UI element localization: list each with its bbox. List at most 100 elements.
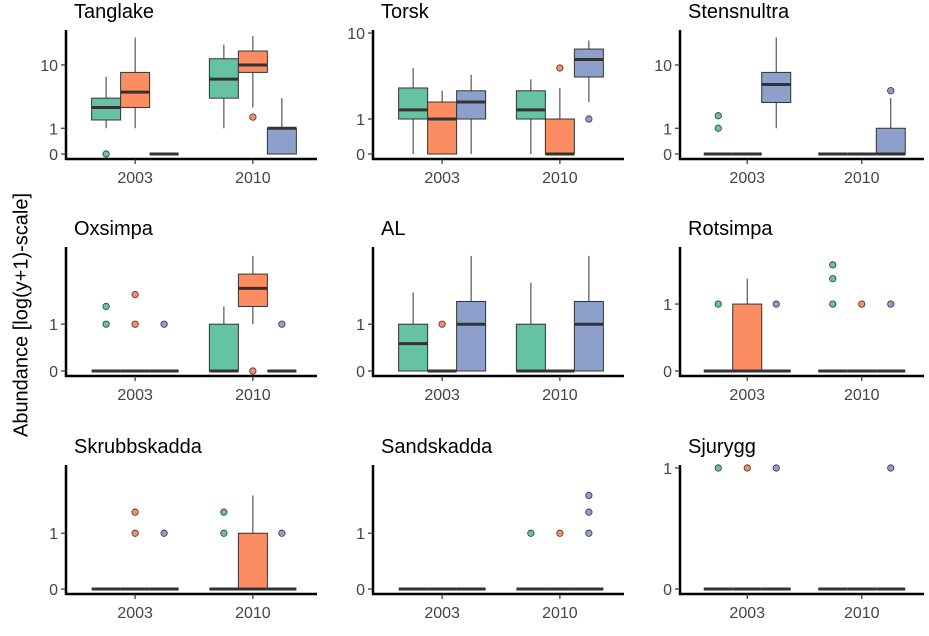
box-2010-group3: [266, 98, 297, 155]
outlier-point: [278, 529, 286, 537]
y-tick-label: 10: [347, 26, 365, 43]
outlier-point: [714, 124, 722, 132]
outlier-point: [714, 112, 722, 120]
outlier-point: [249, 113, 257, 121]
outlier-point: [220, 508, 228, 516]
outlier-point: [772, 464, 780, 472]
box-2010-group2: [237, 35, 268, 121]
panel-title: Sjurygg: [688, 436, 756, 458]
y-tick-label: 0: [356, 147, 365, 164]
outlier-point: [887, 300, 895, 308]
outlier-point: [829, 261, 837, 269]
iqr-box: [732, 303, 763, 372]
x-tick-label: 2010: [542, 605, 578, 622]
box-2010-group2: [544, 64, 575, 156]
outlier-point: [131, 508, 139, 516]
outlier-point: [249, 367, 257, 375]
x-tick-label: 2010: [844, 605, 880, 622]
x-tick-label: 2003: [424, 170, 460, 187]
panel-title: Sandskadda: [381, 436, 493, 458]
outlier-point: [220, 529, 228, 537]
outlier-point: [887, 87, 895, 95]
box-2003-group1: [398, 292, 429, 372]
x-tick-label: 2010: [235, 605, 271, 622]
iqr-box: [208, 323, 239, 372]
y-tick-label: 10: [40, 58, 58, 75]
y-tick-label: 1: [49, 121, 58, 138]
box-2010-group1: [208, 306, 239, 373]
outlier-point: [102, 302, 110, 311]
y-tick-label: 1: [356, 317, 365, 334]
y-tick-label: 1: [356, 112, 365, 129]
outlier-point: [887, 464, 895, 472]
iqr-box: [237, 50, 268, 73]
box-2003-group3: [149, 529, 179, 591]
box-2010-group3: [267, 529, 297, 591]
iqr-box: [515, 90, 546, 120]
panel-tanglake: Tanglake 0 1 10 2003 2010: [40, 1, 317, 187]
y-tick-label: 1: [356, 526, 365, 543]
outlier-point: [131, 529, 139, 537]
outlier-point: [131, 290, 139, 299]
box-2010-group1: [818, 261, 848, 373]
box-2003-group2: [732, 278, 763, 373]
panel-al: AL 0 1 2003 2010: [356, 218, 624, 404]
y-tick-label: 0: [663, 364, 672, 381]
iqr-box: [398, 323, 429, 372]
iqr-box: [515, 323, 546, 372]
box-2003-group1: [91, 302, 121, 373]
box-2003-group3: [456, 255, 487, 372]
outlier-point: [829, 275, 837, 283]
outlier-point: [772, 300, 780, 308]
box-2003-group2: [732, 464, 762, 591]
iqr-box: [266, 127, 297, 155]
y-tick-label: 1: [49, 526, 58, 543]
x-tick-label: 2010: [542, 387, 578, 404]
box-2010-group3: [876, 300, 906, 373]
y-tick-label: 0: [49, 364, 58, 381]
box-2010-group2: [545, 529, 575, 591]
x-tick-label: 2003: [117, 387, 153, 404]
x-tick-label: 2010: [235, 170, 271, 187]
box-2010-group2: [237, 255, 268, 375]
box-2010-group1: [515, 79, 546, 154]
y-axis-label: Abundance [log(y+1)-scale]: [10, 192, 33, 438]
y-tick-label: 10: [654, 58, 672, 75]
box-2010-group1: [515, 282, 546, 373]
outlier-point: [102, 320, 110, 328]
x-tick-label: 2010: [844, 170, 880, 187]
outlier-point: [585, 115, 593, 123]
box-2010-group1: [208, 44, 239, 129]
x-tick-label: 2003: [729, 605, 765, 622]
y-tick-label: 1: [663, 461, 672, 478]
box-2010-group2: [847, 300, 877, 373]
outlier-point: [714, 300, 722, 308]
outlier-point: [556, 529, 564, 537]
box-2003-group2: [120, 508, 150, 591]
x-tick-label: 2010: [844, 387, 880, 404]
panel-title: Rotsimpa: [688, 218, 773, 240]
y-tick-label: 0: [356, 364, 365, 381]
panel-title: Stensnultra: [688, 1, 790, 23]
box-2003-group3: [761, 300, 791, 373]
panel-title: AL: [381, 218, 405, 240]
outlier-point: [438, 320, 446, 328]
iqr-box: [544, 118, 575, 155]
box-2003-group2: [427, 90, 458, 155]
box-2010-group1: [516, 529, 546, 591]
box-2010-group3: [267, 320, 297, 373]
y-tick-label: 0: [356, 582, 365, 599]
box-2003-group2: [427, 320, 457, 373]
x-tick-label: 2010: [542, 170, 578, 187]
x-tick-label: 2003: [424, 387, 460, 404]
outlier-point: [743, 464, 751, 472]
x-tick-label: 2003: [729, 387, 765, 404]
iqr-box: [91, 97, 122, 121]
outlier-point: [556, 64, 564, 72]
iqr-box: [761, 71, 792, 104]
outlier-point: [829, 300, 837, 308]
x-tick-label: 2010: [235, 387, 271, 404]
x-tick-label: 2003: [117, 605, 153, 622]
y-tick-label: 0: [49, 582, 58, 599]
